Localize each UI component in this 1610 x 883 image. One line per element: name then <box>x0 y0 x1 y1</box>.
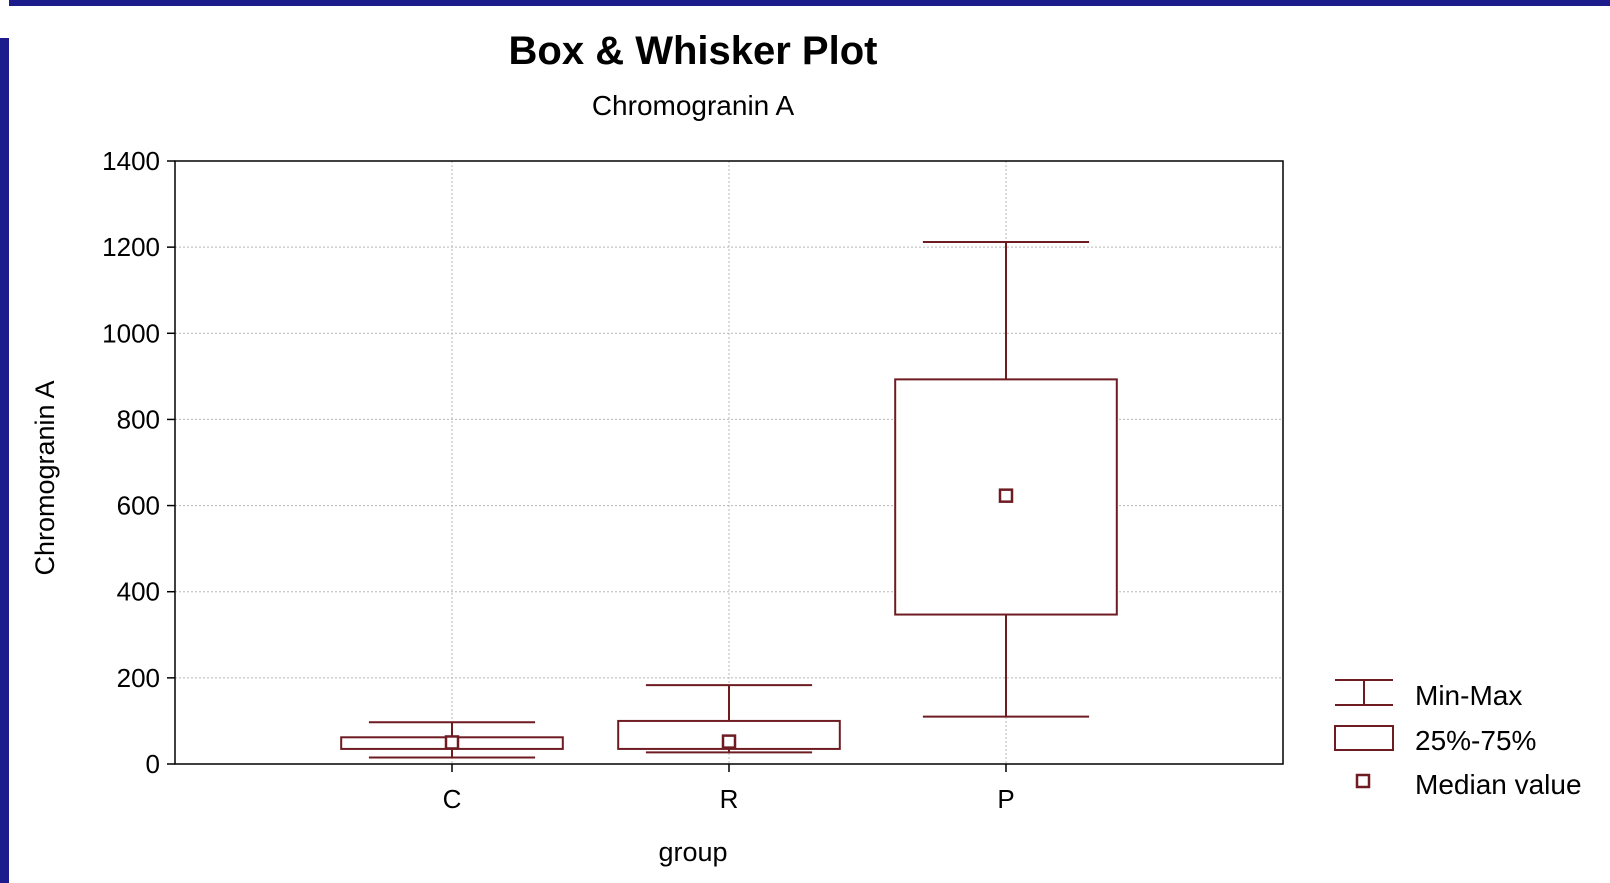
y-tick-label-1: 200 <box>117 663 160 693</box>
legend-minmax-label: Min-Max <box>1415 680 1522 711</box>
corner-notch <box>0 0 9 38</box>
x-tick-label-P: P <box>997 784 1014 814</box>
y-tick-label-5: 1000 <box>102 318 160 348</box>
y-tick-label-7: 1400 <box>102 146 160 176</box>
chart-title: Box & Whisker Plot <box>509 29 878 73</box>
legend-minmax-icon <box>1335 679 1393 706</box>
box-R <box>617 684 841 754</box>
plot-border <box>174 160 1284 765</box>
median-marker-C <box>444 735 460 750</box>
chart-subtitle: Chromogranin A <box>592 90 795 121</box>
median-marker-P <box>998 488 1014 503</box>
y-axis-label: Chromogranin A <box>30 380 60 575</box>
legend-box-label: 25%-75% <box>1415 725 1536 756</box>
y-tick-label-6: 1200 <box>102 232 160 262</box>
y-tick-label-2: 400 <box>117 577 160 607</box>
y-tick-label-3: 600 <box>117 491 160 521</box>
legend: Min-Max 25%-75% Median value <box>1334 679 1582 800</box>
legend-box-icon <box>1334 725 1394 751</box>
x-tick-label-R: R <box>720 784 739 814</box>
box-C <box>340 721 564 759</box>
boxes <box>340 240 1118 759</box>
box-P <box>894 240 1118 718</box>
y-tick-label-0: 0 <box>146 749 160 779</box>
axes <box>167 160 1284 772</box>
y-tick-label-4: 800 <box>117 404 160 434</box>
legend-median-label: Median value <box>1415 769 1582 800</box>
x-tick-label-C: C <box>443 784 462 814</box>
median-marker-R <box>721 734 737 749</box>
y-tick-labels: 0 200 400 600 800 1000 1200 1400 <box>102 146 160 779</box>
legend-median-icon <box>1355 773 1371 789</box>
x-axis-label: group <box>658 837 727 867</box>
